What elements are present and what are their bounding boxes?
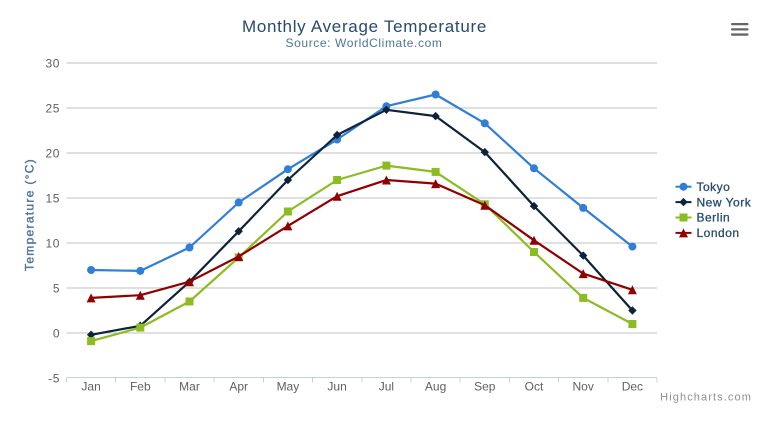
svg-text:15: 15: [45, 192, 60, 206]
svg-text:Source: WorldClimate.com: Source: WorldClimate.com: [286, 36, 443, 50]
svg-text:Aug: Aug: [425, 380, 446, 394]
svg-text:Dec: Dec: [622, 380, 643, 394]
svg-text:0: 0: [53, 327, 60, 341]
svg-text:May: May: [277, 380, 300, 394]
svg-text:20: 20: [45, 147, 60, 161]
svg-text:Highcharts.com: Highcharts.com: [660, 392, 752, 404]
svg-text:London: London: [697, 226, 740, 240]
svg-text:Nov: Nov: [573, 380, 594, 394]
svg-text:5: 5: [53, 282, 60, 296]
svg-text:Feb: Feb: [130, 380, 151, 394]
svg-text:Apr: Apr: [229, 380, 248, 394]
svg-text:New York: New York: [697, 195, 752, 209]
svg-text:Tokyo: Tokyo: [697, 180, 731, 194]
svg-text:Jun: Jun: [327, 380, 346, 394]
svg-text:Jan: Jan: [81, 380, 100, 394]
svg-text:Mar: Mar: [179, 380, 200, 394]
svg-text:Oct: Oct: [525, 380, 544, 394]
svg-text:10: 10: [45, 237, 60, 251]
svg-text:Sep: Sep: [474, 380, 496, 394]
svg-text:25: 25: [45, 102, 60, 116]
svg-text:Temperature (°C): Temperature (°C): [23, 158, 37, 271]
svg-text:Berlin: Berlin: [697, 211, 731, 225]
svg-text:Jul: Jul: [379, 380, 394, 394]
svg-text:-5: -5: [48, 372, 60, 386]
svg-text:Monthly Average Temperature: Monthly Average Temperature: [242, 17, 487, 36]
svg-text:30: 30: [45, 57, 60, 71]
